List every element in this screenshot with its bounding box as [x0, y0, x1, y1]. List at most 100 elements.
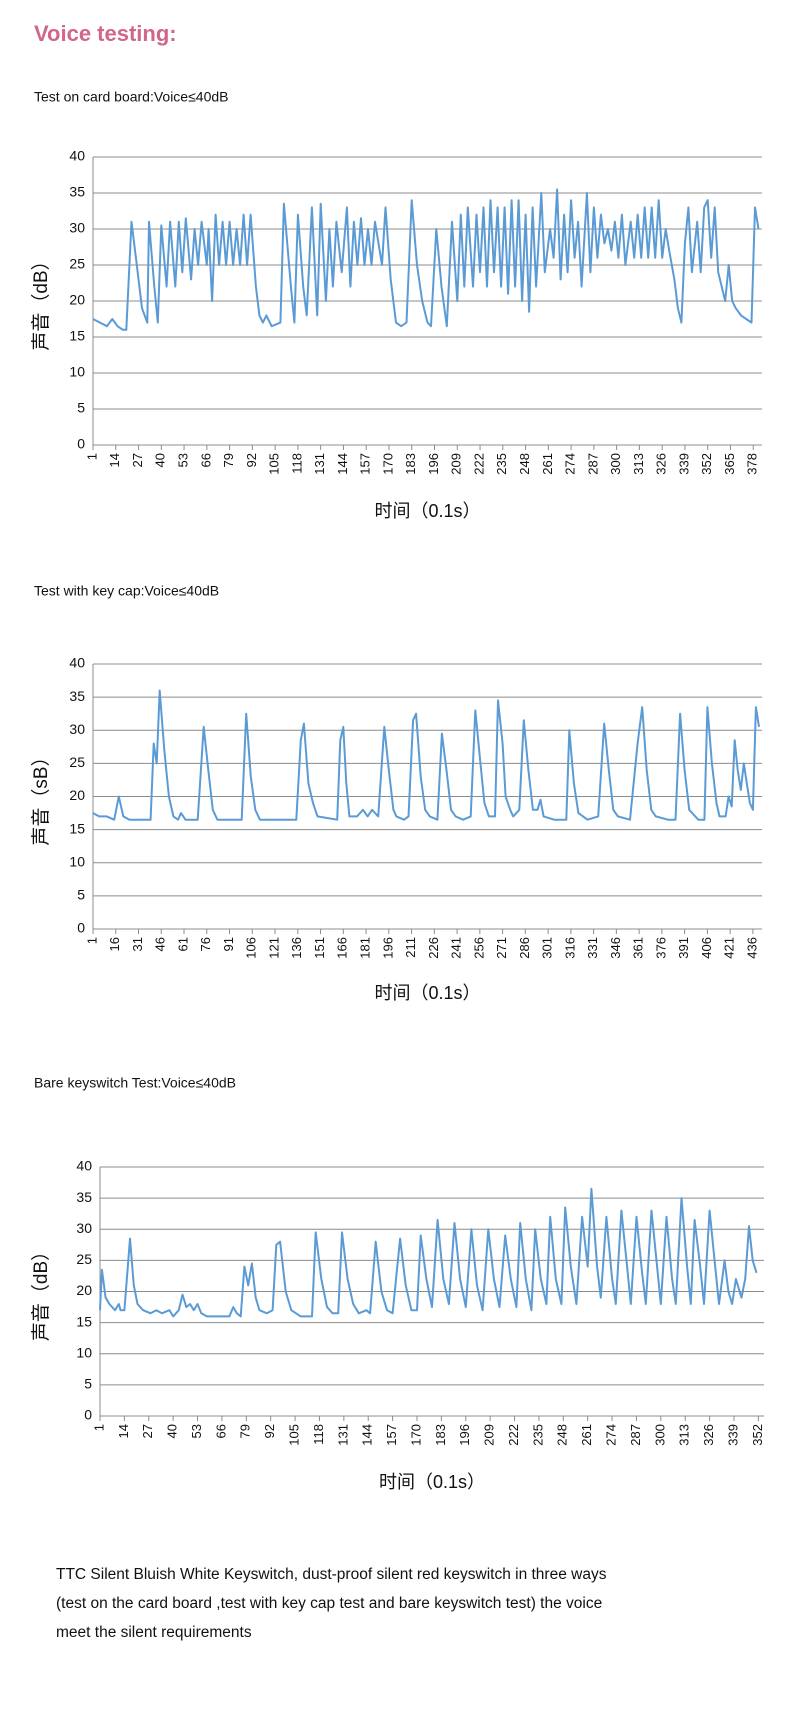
- x-tick-label: 53: [176, 453, 191, 467]
- x-tick-label: 14: [116, 1424, 131, 1438]
- x-tick-label: 226: [426, 937, 441, 959]
- y-tick-label: 40: [69, 148, 85, 164]
- x-tick-label: 316: [562, 937, 577, 959]
- x-tick-label: 170: [380, 453, 395, 475]
- description-line: (test on the card board ,test with key c…: [56, 1595, 602, 1612]
- x-tick-label: 196: [457, 1424, 472, 1446]
- x-tick-label: 170: [408, 1424, 423, 1446]
- x-tick-label: 144: [335, 453, 350, 475]
- x-tick-label: 27: [140, 1424, 155, 1438]
- x-tick-label: 40: [165, 1424, 180, 1438]
- x-tick-label: 196: [426, 453, 441, 475]
- y-tick-label: 15: [69, 820, 85, 836]
- x-tick-label: 378: [745, 453, 760, 475]
- x-tick-label: 79: [238, 1424, 253, 1438]
- x-tick-label: 1: [84, 453, 99, 460]
- x-tick-label: 235: [494, 453, 509, 475]
- x-tick-label: 235: [530, 1424, 545, 1446]
- y-tick-label: 30: [69, 220, 85, 236]
- x-tick-label: 313: [677, 1424, 692, 1446]
- y-tick-label: 25: [69, 754, 85, 770]
- x-tick-label: 14: [107, 453, 122, 467]
- x-tick-label: 53: [189, 1424, 204, 1438]
- x-axis-label: 时间（0.1s）: [379, 1472, 485, 1492]
- x-tick-label: 105: [287, 1424, 302, 1446]
- x-tick-label: 209: [482, 1424, 497, 1446]
- y-tick-label: 25: [69, 256, 85, 272]
- y-tick-label: 15: [76, 1313, 92, 1329]
- x-tick-label: 300: [652, 1424, 667, 1446]
- x-tick-label: 118: [311, 1424, 326, 1445]
- data-line: [92, 689, 760, 821]
- x-tick-label: 196: [380, 937, 395, 959]
- x-tick-label: 181: [357, 937, 372, 959]
- x-tick-label: 121: [266, 937, 281, 959]
- data-line: [99, 1187, 758, 1318]
- y-tick-label: 5: [77, 400, 85, 416]
- x-tick-label: 391: [676, 937, 691, 959]
- chart-subtitle: Bare keyswitch Test:Voice≤40dB: [34, 1075, 236, 1091]
- x-tick-label: 79: [221, 453, 236, 467]
- description-line: TTC Silent Bluish White Keyswitch, dust-…: [56, 1566, 607, 1583]
- y-tick-label: 35: [69, 184, 85, 200]
- x-axis-label: 时间（0.1s）: [374, 501, 480, 521]
- x-tick-label: 66: [198, 453, 213, 467]
- y-tick-label: 30: [69, 721, 85, 737]
- x-tick-label: 31: [130, 937, 145, 951]
- x-tick-label: 222: [471, 453, 486, 475]
- x-tick-label: 183: [433, 1424, 448, 1446]
- y-tick-label: 0: [84, 1407, 92, 1423]
- y-tick-label: 10: [76, 1344, 92, 1360]
- x-tick-label: 106: [244, 937, 259, 959]
- x-tick-label: 1: [84, 937, 99, 944]
- x-tick-label: 118: [289, 453, 304, 474]
- y-tick-label: 10: [69, 853, 85, 869]
- x-tick-label: 136: [289, 937, 304, 959]
- x-tick-label: 1: [91, 1424, 106, 1431]
- x-tick-label: 61: [175, 937, 190, 951]
- chart-subtitle: Test on card board:Voice≤40dB: [34, 89, 228, 105]
- y-tick-label: 10: [69, 364, 85, 380]
- chart-subtitle: Test with key cap:Voice≤40dB: [34, 583, 219, 599]
- x-tick-label: 286: [517, 937, 532, 959]
- data-line: [92, 188, 760, 331]
- x-tick-label: 406: [699, 937, 714, 959]
- x-tick-label: 339: [676, 453, 691, 475]
- x-tick-label: 151: [312, 937, 327, 959]
- y-tick-label: 40: [69, 655, 85, 671]
- x-tick-label: 209: [449, 453, 464, 475]
- x-tick-label: 261: [540, 453, 555, 475]
- y-tick-label: 0: [77, 920, 85, 936]
- x-tick-label: 331: [585, 937, 600, 959]
- x-tick-label: 376: [653, 937, 668, 959]
- x-tick-label: 361: [631, 937, 646, 959]
- x-tick-label: 287: [585, 453, 600, 475]
- x-tick-label: 131: [335, 1424, 350, 1446]
- x-tick-label: 144: [360, 1424, 375, 1446]
- x-tick-label: 248: [517, 453, 532, 475]
- x-tick-label: 248: [555, 1424, 570, 1446]
- x-tick-label: 421: [722, 937, 737, 959]
- y-tick-label: 5: [77, 887, 85, 903]
- x-tick-label: 105: [267, 453, 282, 475]
- x-tick-label: 274: [563, 453, 578, 475]
- x-axis-label: 时间（0.1s）: [374, 983, 480, 1003]
- x-tick-label: 92: [244, 453, 259, 467]
- x-tick-label: 346: [608, 937, 623, 959]
- x-tick-label: 271: [494, 937, 509, 959]
- x-tick-label: 352: [750, 1424, 765, 1446]
- x-tick-label: 301: [540, 937, 555, 959]
- x-tick-label: 365: [722, 453, 737, 475]
- x-tick-label: 92: [262, 1424, 277, 1438]
- x-tick-label: 261: [579, 1424, 594, 1446]
- x-tick-label: 91: [221, 937, 236, 951]
- x-tick-label: 46: [153, 937, 168, 951]
- y-axis-label: 声音（sB）: [30, 747, 52, 845]
- x-tick-label: 211: [403, 937, 418, 958]
- y-tick-label: 30: [76, 1220, 92, 1236]
- x-tick-label: 313: [631, 453, 646, 475]
- description-line: meet the silent requirements: [56, 1624, 252, 1641]
- x-tick-label: 274: [604, 1424, 619, 1446]
- y-axis-label: 声音（dB）: [30, 1242, 52, 1341]
